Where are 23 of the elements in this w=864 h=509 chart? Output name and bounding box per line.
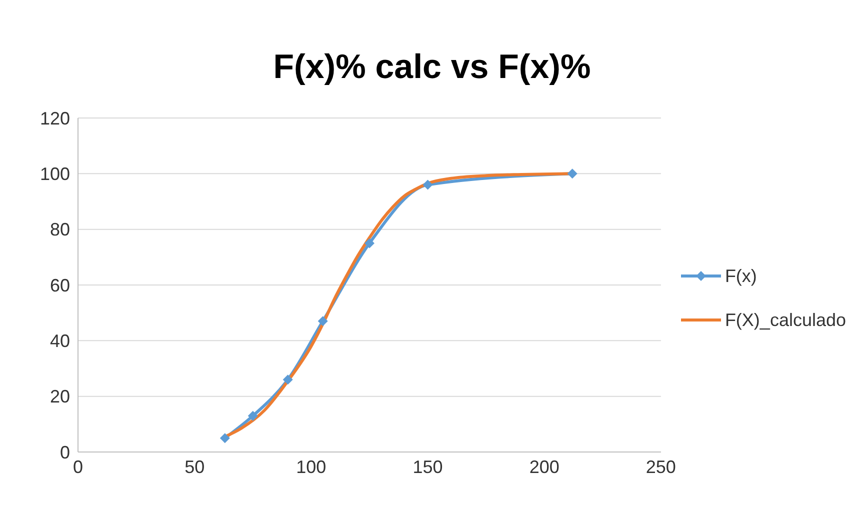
legend-label: F(X)_calculado — [724, 310, 846, 330]
x-tick-label: 200 — [529, 456, 560, 477]
x-tick-label: 0 — [72, 456, 84, 477]
x-tick-label: 50 — [184, 456, 205, 477]
point — [248, 410, 258, 421]
chart-title: F(x)% calc vs F(x)% — [272, 47, 592, 88]
point — [318, 316, 328, 326]
point — [422, 180, 433, 190]
x-tick-label: 100 — [296, 456, 326, 477]
y-tick-label: 60 — [50, 275, 70, 296]
y-tick-label: 40 — [50, 331, 70, 352]
y-tick-label: 20 — [50, 386, 70, 407]
x-tick-label: 250 — [646, 456, 676, 477]
x-tick-label: 150 — [412, 456, 443, 477]
y-tick-label: 80 — [50, 220, 70, 240]
y-tick-label: 100 — [40, 164, 70, 184]
y-tick-label: 0 — [60, 442, 70, 462]
point — [282, 374, 293, 385]
point — [567, 168, 578, 179]
legend-label: F(x) — [724, 266, 757, 286]
point — [220, 433, 230, 444]
y-tick-label: 120 — [40, 108, 70, 128]
point — [364, 238, 374, 248]
